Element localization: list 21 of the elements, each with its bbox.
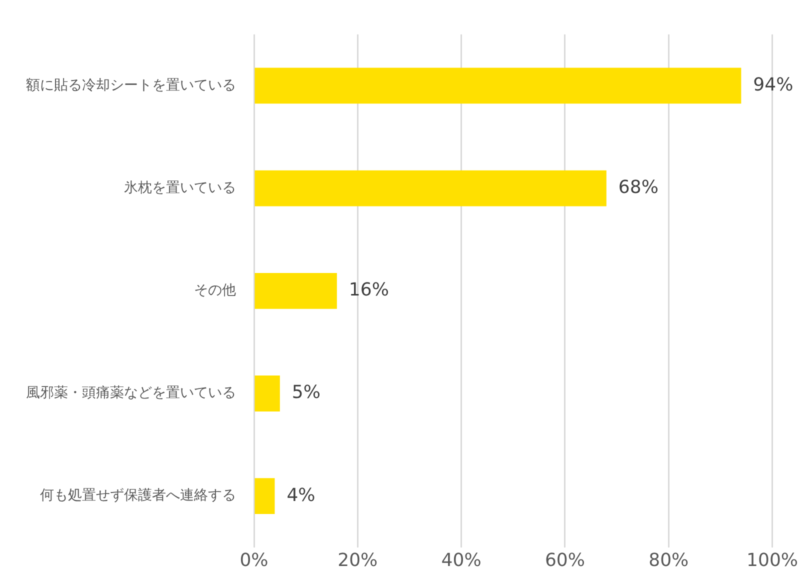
data-label: 68% — [618, 176, 658, 198]
bar — [254, 68, 742, 104]
data-label: 5% — [292, 382, 320, 404]
bar — [254, 478, 275, 514]
y-tick-label: 風邪薬・頭痛薬などを置いている — [26, 385, 236, 402]
bar — [254, 272, 337, 309]
data-label: 4% — [286, 484, 316, 506]
x-tick-label: 20% — [338, 550, 378, 571]
data-label: 16% — [348, 280, 389, 301]
x-tick-label: 40% — [441, 550, 482, 571]
x-tick-label: 80% — [648, 550, 689, 571]
x-tick-label: 0% — [240, 550, 268, 571]
bar — [254, 170, 606, 206]
bar — [254, 376, 280, 412]
x-tick-label: 100% — [746, 550, 798, 571]
x-tick-label: 60% — [544, 550, 585, 571]
y-tick-label: 何も処置せず保護者へ連絡する — [40, 488, 236, 504]
data-label: 94% — [753, 74, 794, 96]
y-tick-label: 氷枕を置いている — [124, 180, 236, 196]
y-tick-label: 額に貼る冷却シートを置いている — [26, 77, 236, 94]
y-tick-label: その他 — [194, 282, 236, 299]
